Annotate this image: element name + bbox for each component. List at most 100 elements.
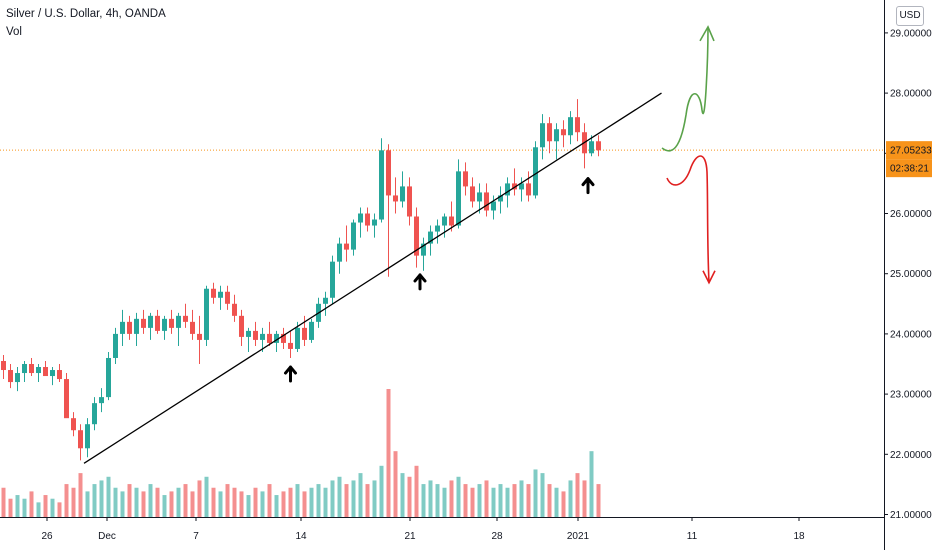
- candle-body: [435, 225, 440, 232]
- candle-body: [127, 321, 132, 334]
- volume-bar: [204, 476, 209, 517]
- candle-body: [302, 327, 307, 340]
- candle-body: [8, 370, 13, 383]
- volume-bar: [554, 487, 559, 517]
- volume-bar: [484, 480, 489, 517]
- volume-bar: [568, 480, 573, 517]
- volume-bar: [211, 487, 216, 517]
- candle-body: [211, 288, 216, 298]
- volume-bar: [92, 484, 97, 517]
- y-tick-label: 25.00000: [890, 269, 932, 280]
- candle-body: [484, 192, 489, 211]
- candle-body: [505, 183, 510, 196]
- candle-body: [596, 141, 601, 151]
- volume-bar: [190, 491, 195, 517]
- candle-body: [134, 318, 139, 334]
- candle-body: [260, 333, 265, 340]
- volume-bar: [337, 476, 342, 517]
- volume-bar: [232, 487, 237, 517]
- volume-bar: [463, 484, 468, 517]
- y-tick-label: 24.00000: [890, 329, 932, 340]
- candle-body: [15, 373, 20, 383]
- candle-body: [407, 186, 412, 217]
- x-tick-label: 14: [295, 531, 307, 542]
- volume-bar: [309, 487, 314, 517]
- volume-bar: [351, 480, 356, 517]
- support-arrow-icon: [581, 177, 595, 195]
- volume-bar: [36, 502, 41, 517]
- candle-body: [71, 418, 76, 431]
- candle-body: [267, 333, 272, 343]
- volume-bar: [372, 480, 377, 517]
- volume-bar: [323, 487, 328, 517]
- volume-bar: [589, 451, 594, 517]
- x-tick-label: Dec: [98, 531, 116, 542]
- candle-body: [232, 303, 237, 316]
- volume-bar: [316, 484, 321, 517]
- volume-bar: [15, 495, 20, 517]
- volume-bar: [498, 484, 503, 517]
- candle-body: [288, 342, 293, 349]
- volume-bar: [547, 484, 552, 517]
- candle-body: [141, 318, 146, 328]
- volume-bar: [43, 495, 48, 517]
- candle-body: [519, 183, 524, 190]
- volume-bar: [288, 487, 293, 517]
- candle-body: [92, 403, 97, 425]
- volume-bar: [386, 389, 391, 517]
- volume-bar: [8, 498, 13, 517]
- volume-bar: [246, 495, 251, 517]
- volume-bar: [57, 502, 62, 517]
- candle-body: [64, 379, 69, 419]
- candle-body: [498, 195, 503, 202]
- volume-bar: [64, 484, 69, 517]
- volume-bar: [393, 451, 398, 517]
- candle-body: [372, 219, 377, 226]
- volume-bar: [29, 491, 34, 517]
- volume-bar: [575, 473, 580, 517]
- currency-button[interactable]: USD: [896, 6, 924, 26]
- candle-body: [218, 291, 223, 298]
- volume-bar: [78, 473, 83, 517]
- volume-bar: [218, 491, 223, 517]
- volume-bar: [512, 484, 517, 517]
- candle-body: [120, 321, 125, 334]
- candle-body: [176, 315, 181, 328]
- candle-body: [386, 150, 391, 196]
- volume-bar: [71, 487, 76, 517]
- volume-bar: [295, 484, 300, 517]
- candle-body: [43, 367, 48, 377]
- candle-body: [463, 171, 468, 187]
- candle-body: [358, 213, 363, 223]
- volume-bar: [1, 487, 6, 517]
- volume-bar: [449, 480, 454, 517]
- volume-bar: [582, 480, 587, 517]
- y-tick-label: 26.00000: [890, 209, 932, 220]
- candle-body: [50, 370, 55, 377]
- volume-bar: [358, 473, 363, 517]
- candle-body: [225, 291, 230, 304]
- bullish-arrowhead-icon: [699, 25, 715, 42]
- volume-bar: [197, 480, 202, 517]
- candle-body: [155, 315, 160, 331]
- candle-body: [274, 333, 279, 343]
- volume-bar: [330, 480, 335, 517]
- volume-bar: [176, 487, 181, 517]
- x-tick-label: 7: [193, 531, 199, 542]
- volume-bar: [22, 498, 27, 517]
- volume-bar: [344, 484, 349, 517]
- volume-bar: [260, 491, 265, 517]
- volume-bar: [281, 491, 286, 517]
- candle-body: [379, 150, 384, 220]
- volume-bar: [456, 476, 461, 517]
- countdown-value: 02:38:21: [890, 164, 929, 175]
- candle-body: [330, 261, 335, 298]
- y-tick-label: 28.00000: [890, 89, 932, 100]
- x-tick-label: 2021: [567, 531, 590, 542]
- volume-bar: [85, 491, 90, 517]
- candle-body: [491, 201, 496, 211]
- candle-body: [337, 243, 342, 262]
- volume-bar: [274, 495, 279, 517]
- candle-body: [29, 364, 34, 374]
